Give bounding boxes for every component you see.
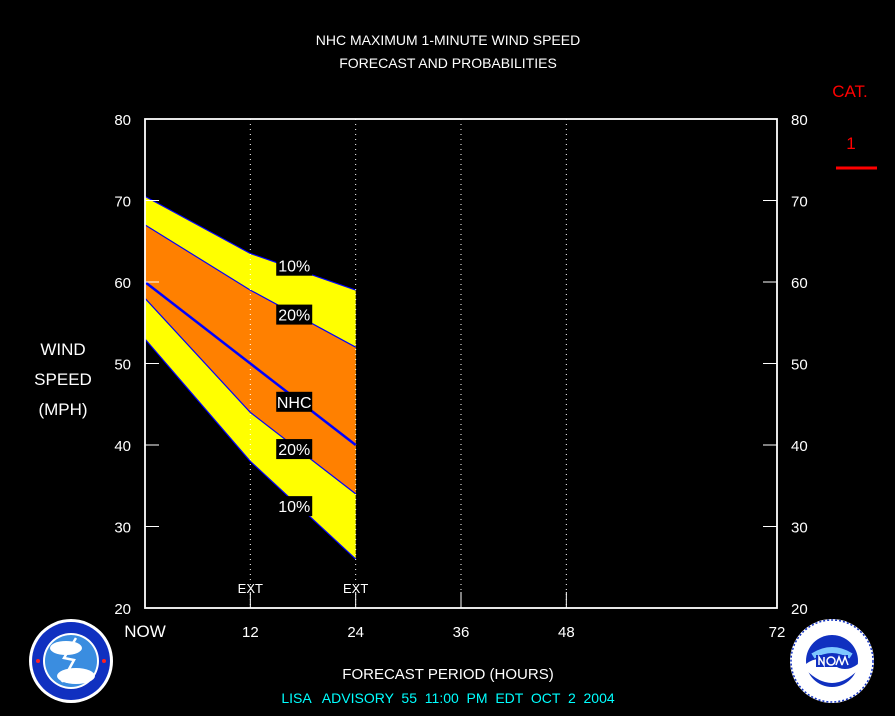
x-tick-label-72: 72	[769, 624, 786, 641]
x-tick-label-24: 24	[347, 624, 364, 641]
band-label-bg-2	[276, 391, 313, 412]
y-tick-label-right-20: 20	[791, 601, 808, 618]
plot-area: 20 20 30 30 40 40 50 50 60 60 70 70 80 80 NOW 12 24 36 48 7…	[114, 112, 807, 641]
x-axis-label: FORECAST PERIOD (HOURS)	[342, 666, 553, 683]
y-tick-label-left-50: 50	[114, 357, 131, 374]
y-tick-label-right-40: 40	[791, 438, 808, 455]
x-tick-label-48: 48	[558, 624, 575, 641]
lower-inner-boundary	[144, 297, 357, 495]
gridline-label-ext-12: EXT	[238, 581, 263, 596]
band-label-bg-3	[276, 439, 313, 460]
y-tick-label-left-20: 20	[114, 601, 131, 618]
advisory-footer: LISA ADVISORY 55 11:00 PM EDT OCT 2 2004	[281, 690, 615, 706]
band-label-4: 10%	[278, 499, 310, 516]
band-label-bg-0	[276, 255, 313, 276]
y-tick-label-left-40: 40	[114, 438, 131, 455]
noaa-logo	[790, 619, 874, 703]
band-label-bg-1	[276, 304, 313, 325]
lower-outer-boundary	[144, 338, 357, 560]
y-tick-label-left-30: 30	[114, 520, 131, 537]
band-label-0: 10%	[278, 259, 310, 276]
x-tick-label-0: NOW	[124, 622, 166, 641]
band-label-bg-4	[276, 496, 313, 517]
band-label-2: NHC	[277, 395, 312, 412]
chart-title: NHC MAXIMUM 1-MINUTE WIND SPEED	[316, 32, 580, 48]
y-axis-label-line-1: WIND	[40, 340, 85, 359]
y-tick-label-left-80: 80	[114, 112, 131, 129]
band-label-3: 20%	[278, 442, 310, 459]
band-label-1: 20%	[278, 308, 310, 325]
y-tick-label-right-60: 60	[791, 275, 808, 292]
x-tick-label-12: 12	[242, 624, 259, 641]
y-tick-label-left-60: 60	[114, 275, 131, 292]
nws-logo	[29, 619, 113, 703]
upper-inner-boundary	[144, 224, 356, 348]
category-label: CAT.	[832, 82, 868, 101]
y-axis-label-line-3: (MPH)	[38, 400, 87, 419]
y-tick-label-left-70: 70	[114, 194, 131, 211]
nhc-forecast-line	[144, 281, 357, 446]
chart-subtitle: FORECAST AND PROBABILITIES	[339, 55, 557, 71]
y-axis-label-line-2: SPEED	[34, 370, 92, 389]
gridline-label-ext-24: EXT	[343, 581, 368, 596]
y-tick-label-right-70: 70	[791, 194, 808, 211]
y-tick-label-right-80: 80	[791, 112, 808, 129]
upper-outer-boundary	[144, 195, 356, 291]
x-tick-label-36: 36	[453, 624, 470, 641]
category-value: 1	[846, 134, 855, 153]
y-tick-label-right-50: 50	[791, 357, 808, 374]
y-tick-label-right-30: 30	[791, 520, 808, 537]
